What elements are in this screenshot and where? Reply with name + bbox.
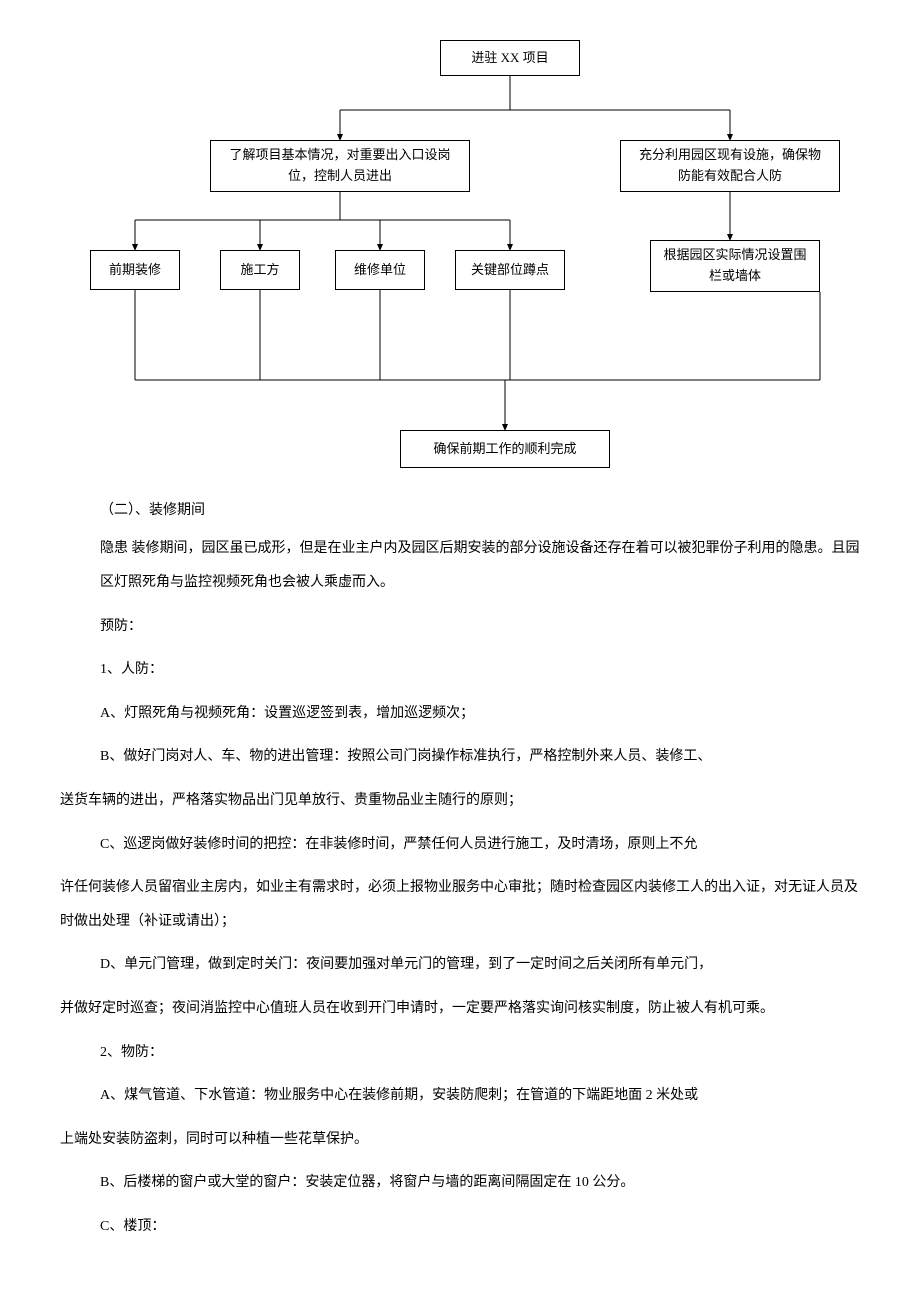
section-heading: （二）、装修期间 [100, 500, 860, 522]
paragraph: 隐患 装修期间，园区虽已成形，但是在业主户内及园区后期安装的部分设施设备还存在着… [100, 532, 860, 599]
paragraph: B、后楼梯的窗户或大堂的窗户：安装定位器，将窗户与墙的距离间隔固定在 10 公分… [100, 1166, 860, 1200]
node-c3: 维修单位 [335, 250, 425, 290]
paragraph: 上端处安装防盗刺，同时可以种植一些花草保护。 [60, 1123, 860, 1157]
paragraph: A、煤气管道、下水管道：物业服务中心在装修前期，安装防爬刺；在管道的下端距地面 … [100, 1079, 860, 1113]
node-right: 充分利用园区现有设施，确保物防能有效配合人防 [620, 140, 840, 192]
node-r2: 根据园区实际情况设置围栏或墙体 [650, 240, 820, 292]
paragraph: 送货车辆的进出，严格落实物品出门见单放行、贵重物品业主随行的原则； [60, 784, 860, 818]
node-c4: 关键部位蹲点 [455, 250, 565, 290]
paragraph: C、楼顶： [100, 1210, 860, 1244]
flowchart-container: 进驻 XX 项目 了解项目基本情况，对重要出入口设岗位，控制人员进出 充分利用园… [60, 40, 860, 470]
node-c1: 前期装修 [90, 250, 180, 290]
paragraph: 许任何装修人员留宿业主房内，如业主有需求时，必须上报物业服务中心审批；随时检查园… [60, 871, 860, 938]
paragraph: B、做好门岗对人、车、物的进出管理：按照公司门岗操作标准执行，严格控制外来人员、… [100, 740, 860, 774]
paragraph: D、单元门管理，做到定时关门：夜间要加强对单元门的管理，到了一定时间之后关闭所有… [100, 948, 860, 982]
paragraph: 2、物防： [100, 1036, 860, 1070]
paragraph: A、灯照死角与视频死角：设置巡逻签到表，增加巡逻频次； [100, 697, 860, 731]
node-final: 确保前期工作的顺利完成 [400, 430, 610, 468]
node-root: 进驻 XX 项目 [440, 40, 580, 76]
paragraph: 1、人防： [100, 653, 860, 687]
node-left: 了解项目基本情况，对重要出入口设岗位，控制人员进出 [210, 140, 470, 192]
paragraph: C、巡逻岗做好装修时间的把控：在非装修时间，严禁任何人员进行施工，及时清场，原则… [100, 828, 860, 862]
paragraph: 并做好定时巡查；夜间消监控中心值班人员在收到开门申请时，一定要严格落实询问核实制… [60, 992, 860, 1026]
node-c2: 施工方 [220, 250, 300, 290]
paragraph: 预防： [100, 610, 860, 644]
